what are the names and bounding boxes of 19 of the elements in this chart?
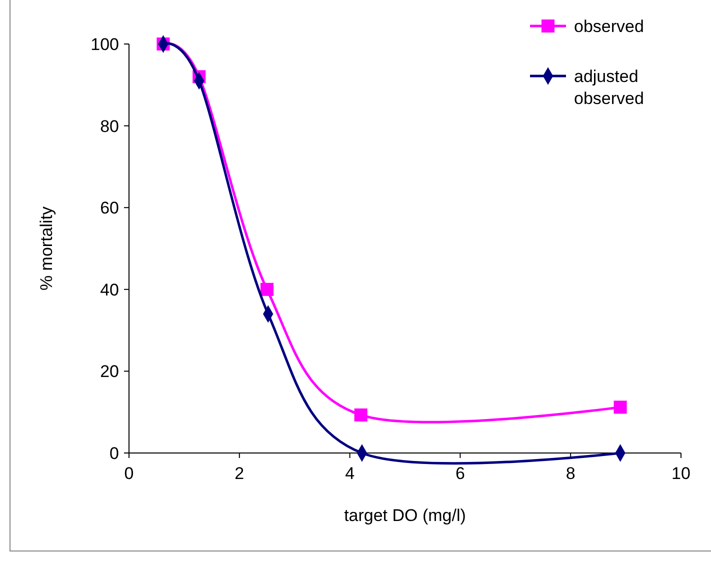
y-axis-title: % mortality [37, 206, 56, 291]
x-axis-title: target DO (mg/l) [344, 506, 466, 525]
x-tick-label: 8 [566, 464, 576, 483]
y-tick-label: 60 [100, 198, 119, 218]
y-tick-label: 100 [90, 34, 119, 54]
legend-label: adjusted observed [574, 66, 644, 108]
legend-label: observed [574, 16, 644, 36]
x-tick-label: 10 [672, 464, 690, 483]
point [354, 408, 368, 422]
x-tick-label: 2 [234, 464, 244, 483]
y-tick-label: 20 [100, 362, 119, 382]
point [614, 400, 627, 414]
y-tick-label: 0 [110, 444, 119, 463]
x-tick-label: 0 [124, 464, 134, 483]
x-tick-label: 6 [455, 464, 465, 483]
y-tick-label: 40 [100, 280, 119, 300]
point [260, 282, 274, 296]
x-tick-label: 4 [345, 464, 355, 483]
y-tick-label: 80 [100, 116, 119, 136]
